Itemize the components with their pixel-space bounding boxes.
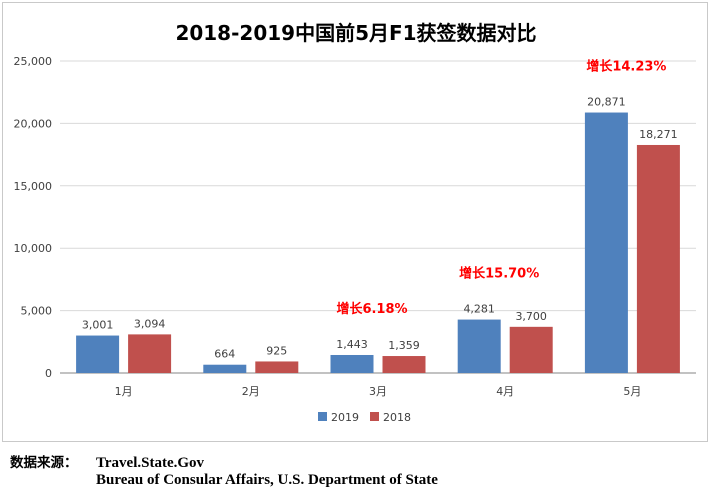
y-tick-label: 0	[45, 367, 52, 380]
source-org: Bureau of Consular Affairs, U.S. Departm…	[96, 472, 438, 488]
value-label: 925	[266, 344, 287, 357]
legend-label-2019: 2019	[331, 411, 359, 424]
legend-swatch-2019	[318, 412, 327, 421]
source-line-1: 数据来源： Travel.State.Gov	[10, 451, 204, 472]
value-label: 3,001	[82, 319, 114, 332]
source-line-2: Bureau of Consular Affairs, U.S. Departm…	[10, 472, 438, 489]
y-tick-label: 15,000	[14, 180, 53, 193]
bar-chart: 2018-2019中国前5月F1获签数据对比 0 5,000 10,000 15,00…	[14, 21, 696, 424]
legend-label-2018: 2018	[383, 411, 411, 424]
bar-2018-3	[382, 356, 426, 373]
y-tick-label: 20,000	[14, 117, 53, 130]
bar-2019-3	[330, 354, 374, 373]
y-axis-ticks: 0 5,000 10,000 15,000 20,000 25,000	[14, 55, 53, 380]
x-tick-label: 4月	[496, 385, 514, 398]
y-tick-label: 5,000	[21, 305, 53, 318]
x-tick-label: 1月	[115, 385, 133, 398]
growth-annotation: 增长15.70%	[459, 266, 539, 282]
value-label: 18,271	[639, 128, 678, 141]
source-name: Travel.State.Gov	[96, 455, 205, 471]
x-tick-label: 3月	[369, 385, 387, 398]
source-label: 数据来源：	[10, 455, 78, 471]
x-tick-label: 2月	[242, 385, 260, 398]
growth-annotations: 增长6.18% 增长15.70% 增长14.23%	[336, 59, 666, 317]
chart-title: 2018-2019中国前5月F1获签数据对比	[175, 21, 536, 45]
x-tick-label: 5月	[623, 385, 641, 398]
y-tick-label: 10,000	[14, 242, 53, 255]
value-label: 664	[214, 348, 235, 361]
growth-annotation: 增长6.18%	[336, 301, 407, 317]
bar-2019-5	[584, 112, 628, 374]
bar-2018-2	[255, 361, 299, 373]
bar-2019-2	[203, 364, 247, 373]
growth-annotation: 增长14.23%	[586, 59, 666, 75]
bar-2019-1	[76, 335, 120, 373]
bar-2018-4	[509, 326, 553, 373]
value-labels: 3,001 3,094 664 925 1,443 1,359 4,281 3,700 20,8…	[82, 96, 678, 361]
value-label: 3,094	[134, 317, 166, 330]
value-label: 1,443	[336, 338, 368, 351]
value-label: 20,871	[587, 96, 626, 109]
legend: 2019 2018	[318, 411, 411, 424]
value-label: 4,281	[463, 303, 495, 316]
x-axis-ticks: 1月 2月 3月 4月 5月	[115, 385, 642, 398]
bar-2018-5	[636, 144, 680, 373]
chart-frame: 2018-2019中国前5月F1获签数据对比 0 5,000 10,000 15,00…	[2, 2, 708, 442]
bar-2019-4	[457, 319, 501, 373]
value-label: 3,700	[515, 310, 547, 323]
legend-swatch-2018	[370, 412, 379, 421]
y-tick-label: 25,000	[14, 55, 53, 68]
bars	[76, 112, 680, 374]
value-label: 1,359	[388, 339, 420, 352]
bar-2018-1	[128, 334, 172, 373]
